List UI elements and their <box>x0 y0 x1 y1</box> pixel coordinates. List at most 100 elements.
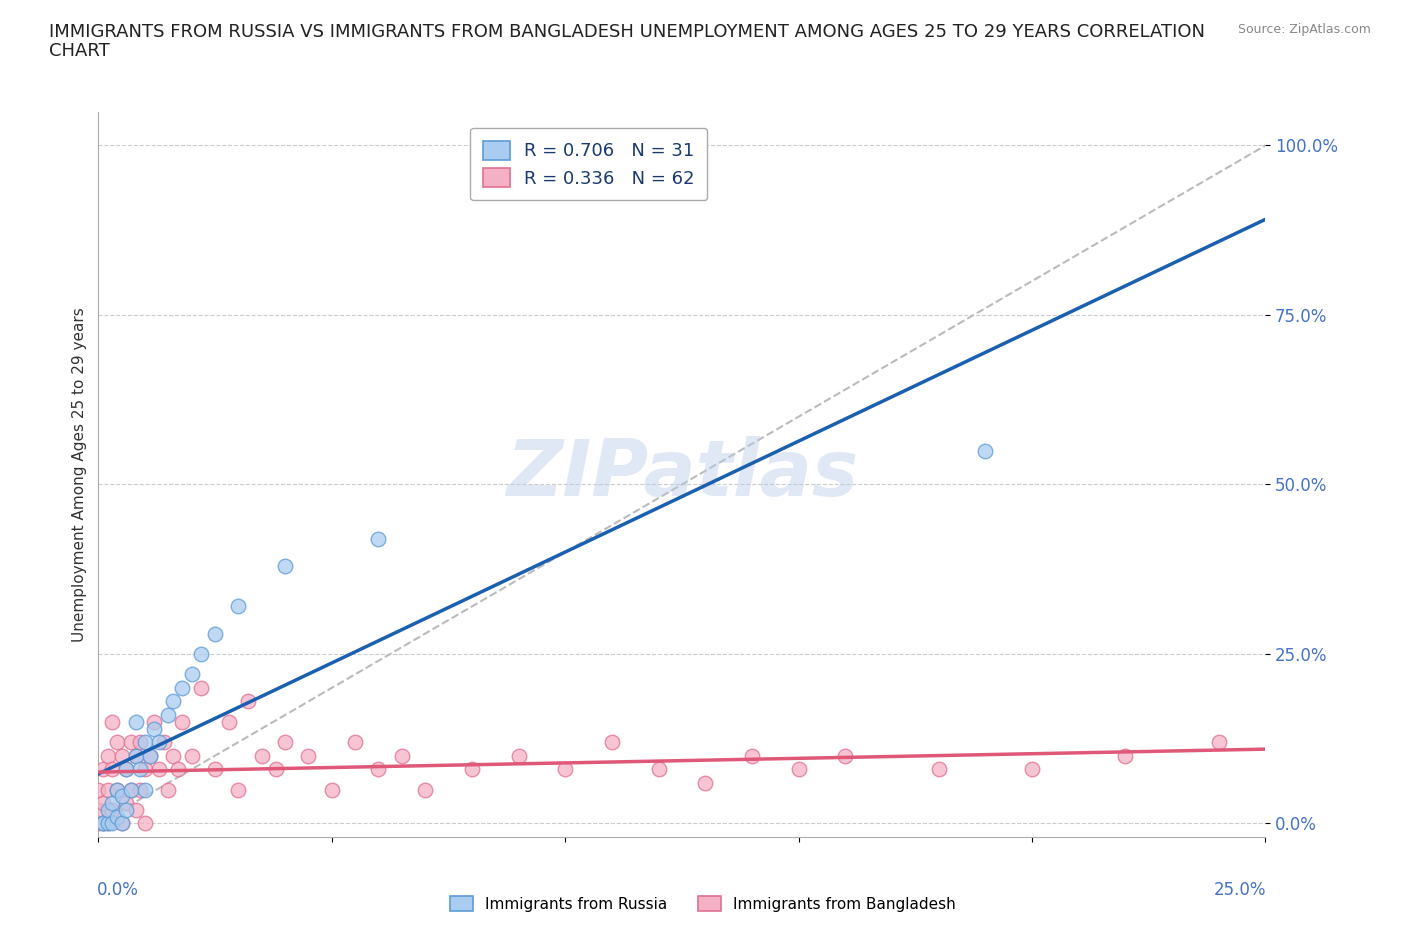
Point <box>274 558 297 573</box>
Point <box>508 749 530 764</box>
Point <box>125 803 148 817</box>
Point <box>111 789 134 804</box>
Point <box>344 735 367 750</box>
Point <box>600 735 623 750</box>
Point <box>125 714 148 729</box>
Point <box>157 782 180 797</box>
Point <box>115 762 138 777</box>
Point <box>129 762 152 777</box>
Legend: Immigrants from Russia, Immigrants from Bangladesh: Immigrants from Russia, Immigrants from … <box>444 889 962 918</box>
Point <box>101 714 124 729</box>
Point <box>228 782 250 797</box>
Point <box>129 782 152 797</box>
Point <box>172 714 194 729</box>
Point <box>120 782 142 797</box>
Point <box>741 749 763 764</box>
Point <box>97 803 120 817</box>
Point <box>554 762 576 777</box>
Point <box>391 749 413 764</box>
Point <box>101 796 124 811</box>
Text: ZIPatlas: ZIPatlas <box>506 436 858 512</box>
Point <box>134 735 156 750</box>
Point <box>274 735 297 750</box>
Point <box>218 714 240 729</box>
Point <box>190 681 212 696</box>
Point <box>1114 749 1136 764</box>
Point <box>157 708 180 723</box>
Point <box>461 762 484 777</box>
Point <box>647 762 669 777</box>
Point <box>115 762 138 777</box>
Point <box>101 816 124 830</box>
Point <box>87 816 110 830</box>
Text: Source: ZipAtlas.com: Source: ZipAtlas.com <box>1237 23 1371 36</box>
Point <box>236 694 259 709</box>
Point <box>101 762 124 777</box>
Y-axis label: Unemployment Among Ages 25 to 29 years: Unemployment Among Ages 25 to 29 years <box>72 307 87 642</box>
Point <box>695 776 717 790</box>
Point <box>321 782 343 797</box>
Point <box>143 714 166 729</box>
Point <box>928 762 950 777</box>
Point <box>134 782 156 797</box>
Point <box>125 749 148 764</box>
Point <box>111 749 134 764</box>
Point <box>264 762 287 777</box>
Point <box>105 735 128 750</box>
Point <box>190 646 212 661</box>
Point <box>97 749 120 764</box>
Point <box>172 681 194 696</box>
Point <box>250 749 273 764</box>
Text: 25.0%: 25.0% <box>1213 881 1267 898</box>
Point <box>105 782 128 797</box>
Point <box>139 749 162 764</box>
Point <box>97 816 120 830</box>
Point <box>87 782 110 797</box>
Point <box>143 721 166 736</box>
Point <box>180 749 202 764</box>
Point <box>134 762 156 777</box>
Point <box>115 796 138 811</box>
Point <box>367 531 389 546</box>
Point <box>1208 735 1230 750</box>
Point <box>105 782 128 797</box>
Point <box>111 816 134 830</box>
Point <box>115 803 138 817</box>
Point <box>1021 762 1043 777</box>
Point <box>180 667 202 682</box>
Point <box>91 762 114 777</box>
Point <box>166 762 188 777</box>
Point <box>162 749 184 764</box>
Point <box>148 762 170 777</box>
Point <box>101 803 124 817</box>
Point <box>87 803 110 817</box>
Point <box>120 782 142 797</box>
Point <box>413 782 436 797</box>
Point <box>97 816 120 830</box>
Point <box>97 782 120 797</box>
Point <box>228 599 250 614</box>
Point <box>91 796 114 811</box>
Point <box>367 762 389 777</box>
Point <box>120 735 142 750</box>
Point <box>148 735 170 750</box>
Point <box>129 735 152 750</box>
Point <box>125 749 148 764</box>
Point <box>91 816 114 830</box>
Point <box>152 735 174 750</box>
Point <box>139 749 162 764</box>
Point <box>204 762 226 777</box>
Point <box>105 809 128 824</box>
Point <box>204 626 226 641</box>
Point <box>111 816 134 830</box>
Text: IMMIGRANTS FROM RUSSIA VS IMMIGRANTS FROM BANGLADESH UNEMPLOYMENT AMONG AGES 25 : IMMIGRANTS FROM RUSSIA VS IMMIGRANTS FRO… <box>49 23 1205 41</box>
Point <box>162 694 184 709</box>
Legend: R = 0.706   N = 31, R = 0.336   N = 62: R = 0.706 N = 31, R = 0.336 N = 62 <box>470 128 707 200</box>
Text: CHART: CHART <box>49 42 110 60</box>
Point <box>974 443 997 458</box>
Point <box>787 762 810 777</box>
Point <box>134 816 156 830</box>
Point <box>91 816 114 830</box>
Point <box>834 749 856 764</box>
Point <box>91 816 114 830</box>
